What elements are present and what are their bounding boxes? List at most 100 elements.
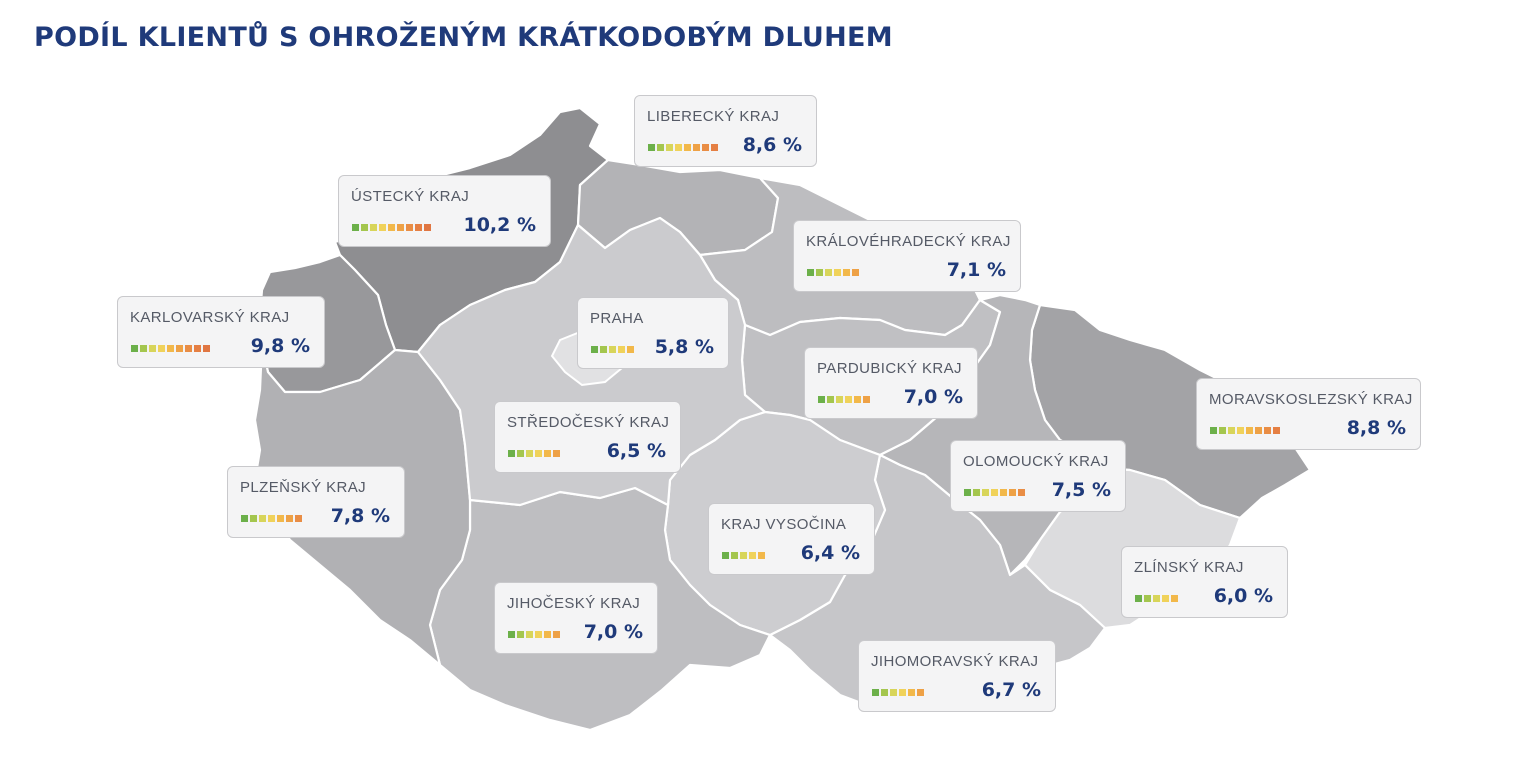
risk-scale-square bbox=[1210, 427, 1217, 434]
risk-scale-square bbox=[544, 631, 551, 638]
risk-scale-square bbox=[250, 515, 257, 522]
risk-scale-square bbox=[711, 144, 718, 151]
risk-scale-square bbox=[854, 396, 861, 403]
risk-scale-square bbox=[1255, 427, 1262, 434]
risk-scale-square bbox=[352, 224, 359, 231]
risk-scale-square bbox=[1018, 489, 1025, 496]
region-name: KRÁLOVÉHRADECKÝ KRAJ bbox=[806, 233, 1011, 250]
risk-scale-square bbox=[517, 450, 524, 457]
risk-scale-bar bbox=[964, 489, 1025, 496]
region-value: 7,1 % bbox=[946, 259, 1006, 281]
region-name: JIHOČESKÝ KRAJ bbox=[507, 595, 641, 612]
risk-scale-square bbox=[259, 515, 266, 522]
risk-scale-square bbox=[361, 224, 368, 231]
region-name: LIBERECKÝ KRAJ bbox=[647, 108, 780, 125]
risk-scale-square bbox=[1000, 489, 1007, 496]
region-card-ustecky[interactable]: ÚSTECKÝ KRAJ 10,2 % bbox=[338, 175, 551, 247]
risk-scale-square bbox=[553, 631, 560, 638]
risk-scale-square bbox=[406, 224, 413, 231]
risk-scale-square bbox=[370, 224, 377, 231]
region-card-kralovehradecky[interactable]: KRÁLOVÉHRADECKÝ KRAJ 7,1 % bbox=[793, 220, 1021, 292]
region-card-jihocesky[interactable]: JIHOČESKÝ KRAJ 7,0 % bbox=[494, 582, 658, 654]
region-name: MORAVSKOSLEZSKÝ KRAJ bbox=[1209, 391, 1413, 408]
risk-scale-square bbox=[872, 689, 879, 696]
risk-scale-square bbox=[740, 552, 747, 559]
risk-scale-square bbox=[836, 396, 843, 403]
region-name: PARDUBICKÝ KRAJ bbox=[817, 360, 962, 377]
risk-scale-square bbox=[600, 346, 607, 353]
region-name: KARLOVARSKÝ KRAJ bbox=[130, 309, 290, 326]
region-card-stredocesky[interactable]: STŘEDOČESKÝ KRAJ 6,5 % bbox=[494, 401, 681, 473]
risk-scale-square bbox=[185, 345, 192, 352]
risk-scale-square bbox=[149, 345, 156, 352]
risk-scale-square bbox=[388, 224, 395, 231]
risk-scale-square bbox=[818, 396, 825, 403]
risk-scale-square bbox=[816, 269, 823, 276]
risk-scale-square bbox=[158, 345, 165, 352]
risk-scale-square bbox=[1009, 489, 1016, 496]
risk-scale-square bbox=[807, 269, 814, 276]
risk-scale-square bbox=[535, 631, 542, 638]
risk-scale-square bbox=[973, 489, 980, 496]
risk-scale-square bbox=[1228, 427, 1235, 434]
region-value: 5,8 % bbox=[654, 336, 714, 358]
risk-scale-square bbox=[268, 515, 275, 522]
risk-scale-square bbox=[648, 144, 655, 151]
region-card-praha[interactable]: PRAHA 5,8 % bbox=[577, 297, 729, 369]
region-name: PLZEŇSKÝ KRAJ bbox=[240, 479, 367, 496]
region-card-moravskoslezsky[interactable]: MORAVSKOSLEZSKÝ KRAJ 8,8 % bbox=[1196, 378, 1421, 450]
risk-scale-square bbox=[379, 224, 386, 231]
region-card-plzensky[interactable]: PLZEŇSKÝ KRAJ 7,8 % bbox=[227, 466, 405, 538]
region-card-karlovarsky[interactable]: KARLOVARSKÝ KRAJ 9,8 % bbox=[117, 296, 325, 368]
risk-scale-square bbox=[722, 552, 729, 559]
risk-scale-square bbox=[627, 346, 634, 353]
risk-scale-square bbox=[666, 144, 673, 151]
region-card-olomoucky[interactable]: OLOMOUCKÝ KRAJ 7,5 % bbox=[950, 440, 1126, 512]
risk-scale-bar bbox=[508, 450, 560, 457]
risk-scale-square bbox=[845, 396, 852, 403]
risk-scale-square bbox=[917, 689, 924, 696]
risk-scale-square bbox=[684, 144, 691, 151]
risk-scale-square bbox=[1264, 427, 1271, 434]
risk-scale-square bbox=[881, 689, 888, 696]
risk-scale-square bbox=[176, 345, 183, 352]
risk-scale-square bbox=[424, 224, 431, 231]
risk-scale-square bbox=[1144, 595, 1151, 602]
region-value: 7,8 % bbox=[330, 505, 390, 527]
risk-scale-square bbox=[827, 396, 834, 403]
risk-scale-square bbox=[964, 489, 971, 496]
risk-scale-square bbox=[295, 515, 302, 522]
risk-scale-square bbox=[1162, 595, 1169, 602]
risk-scale-square bbox=[908, 689, 915, 696]
region-card-zlinsky[interactable]: ZLÍNSKÝ KRAJ 6,0 % bbox=[1121, 546, 1288, 618]
region-card-liberecky[interactable]: LIBERECKÝ KRAJ 8,6 % bbox=[634, 95, 817, 167]
risk-scale-square bbox=[834, 269, 841, 276]
risk-scale-square bbox=[1273, 427, 1280, 434]
risk-scale-square bbox=[1153, 595, 1160, 602]
region-value: 7,0 % bbox=[583, 621, 643, 643]
risk-scale-square bbox=[140, 345, 147, 352]
region-name: ÚSTECKÝ KRAJ bbox=[351, 188, 470, 205]
risk-scale-square bbox=[553, 450, 560, 457]
risk-scale-square bbox=[1135, 595, 1142, 602]
risk-scale-square bbox=[286, 515, 293, 522]
region-card-pardubicky[interactable]: PARDUBICKÝ KRAJ 7,0 % bbox=[804, 347, 978, 419]
risk-scale-square bbox=[657, 144, 664, 151]
risk-scale-bar bbox=[872, 689, 924, 696]
risk-scale-square bbox=[415, 224, 422, 231]
region-value: 7,0 % bbox=[903, 386, 963, 408]
region-card-jihomoravsky[interactable]: JIHOMORAVSKÝ KRAJ 6,7 % bbox=[858, 640, 1056, 712]
risk-scale-bar bbox=[352, 224, 431, 231]
risk-scale-bar bbox=[1210, 427, 1280, 434]
risk-scale-square bbox=[535, 450, 542, 457]
risk-scale-square bbox=[609, 346, 616, 353]
region-name: STŘEDOČESKÝ KRAJ bbox=[507, 414, 670, 431]
risk-scale-square bbox=[526, 631, 533, 638]
risk-scale-square bbox=[277, 515, 284, 522]
risk-scale-square bbox=[982, 489, 989, 496]
risk-scale-square bbox=[544, 450, 551, 457]
region-value: 6,4 % bbox=[800, 542, 860, 564]
region-card-vysocina[interactable]: KRAJ VYSOČINA 6,4 % bbox=[708, 503, 875, 575]
risk-scale-square bbox=[825, 269, 832, 276]
risk-scale-square bbox=[508, 450, 515, 457]
